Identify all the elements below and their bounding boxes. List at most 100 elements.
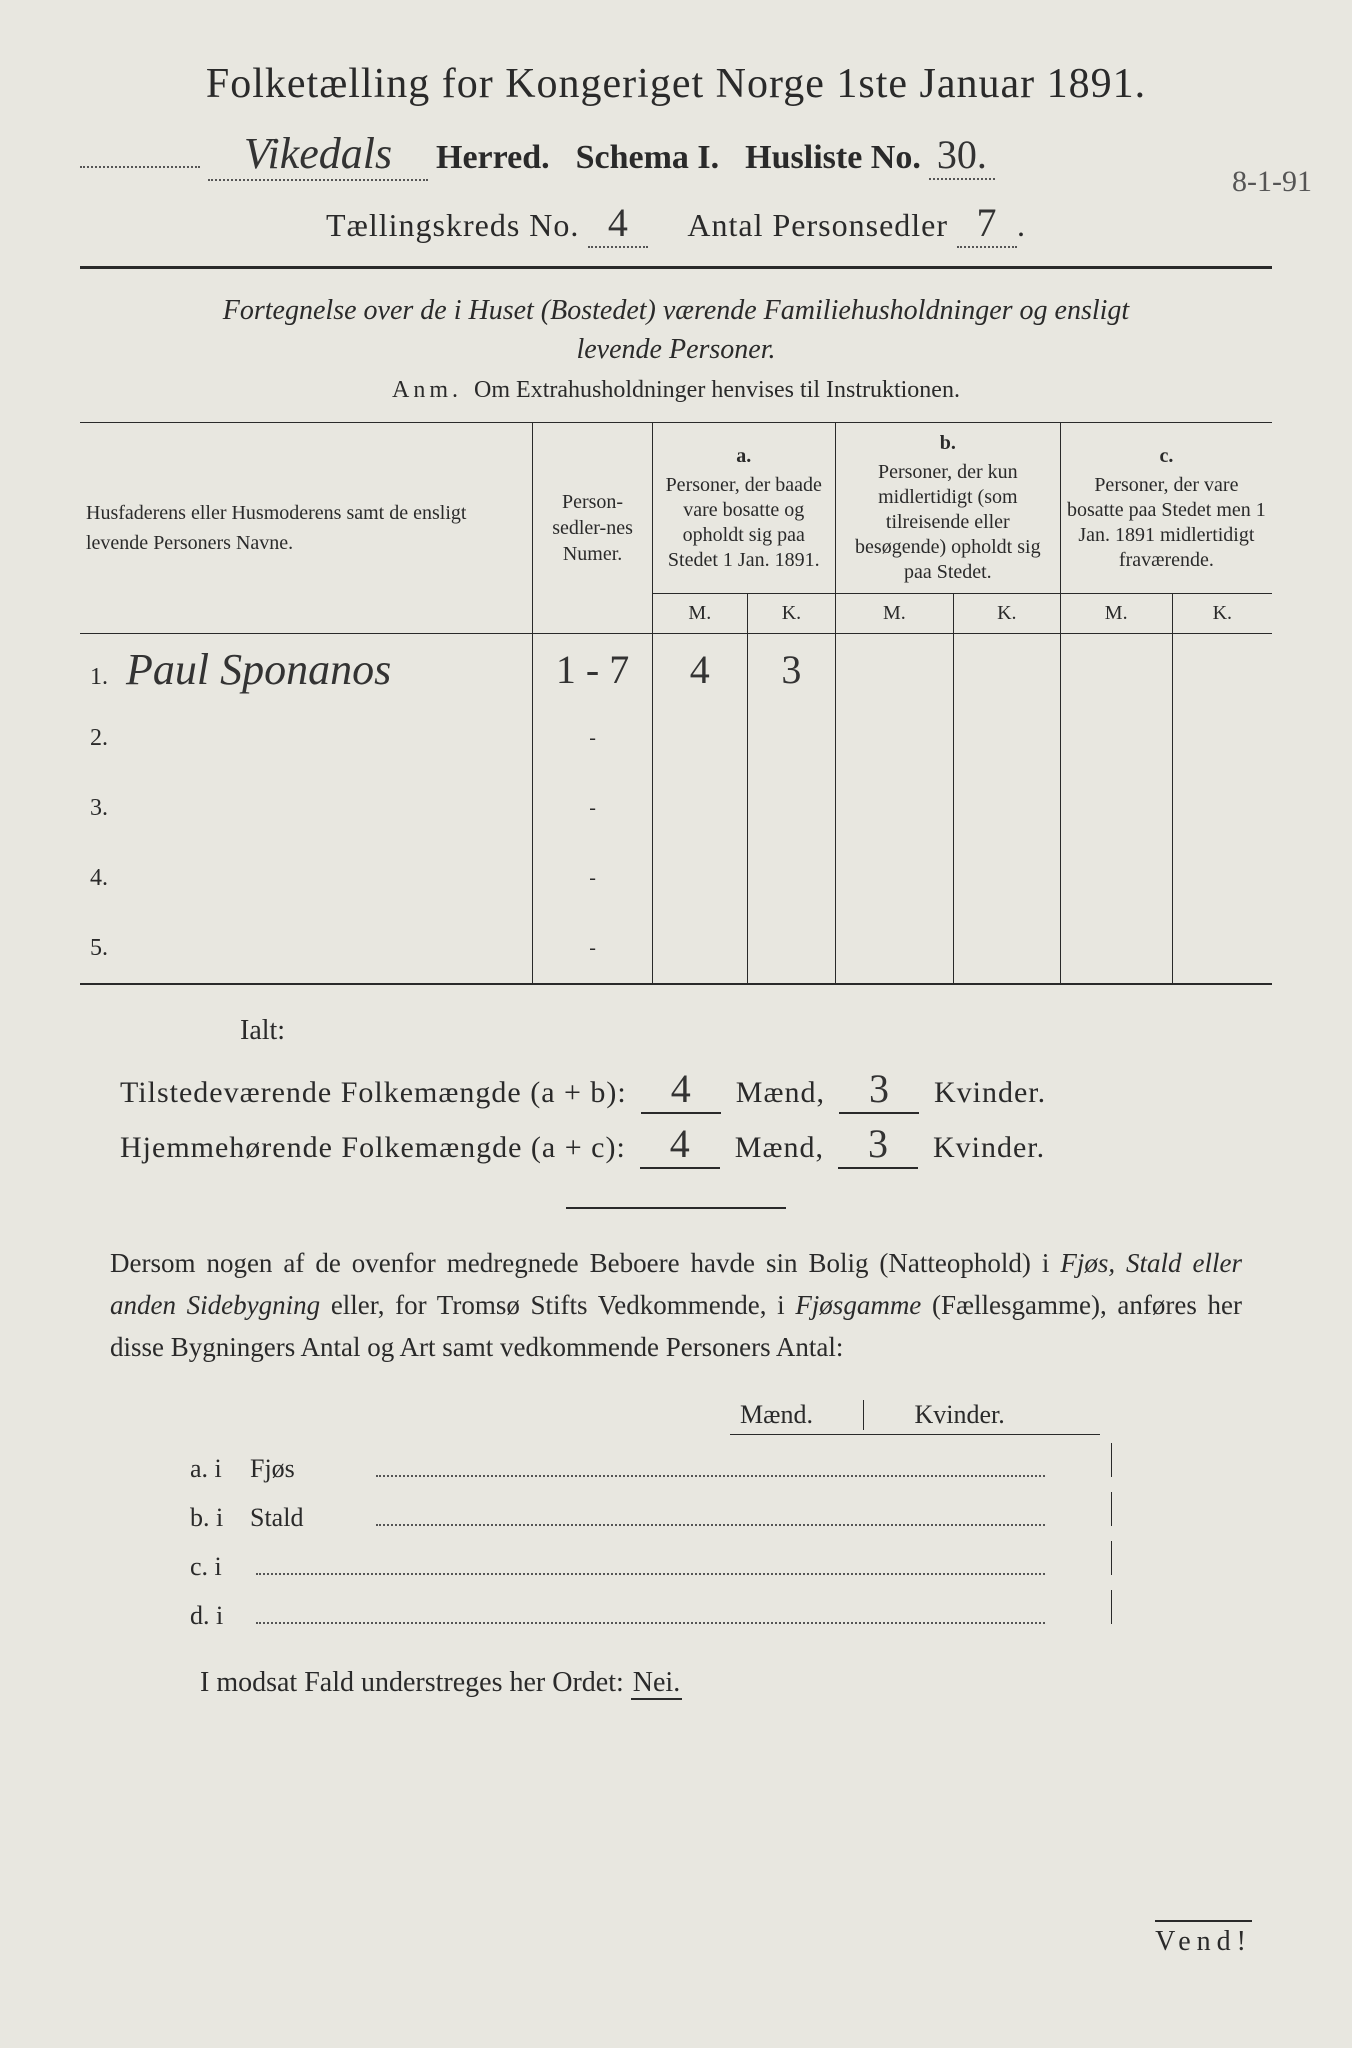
bldg-kvinder: Kvinder.: [914, 1400, 1004, 1430]
col-a: a. Personer, der baade vare bosatte og o…: [652, 423, 835, 594]
para-t1: Dersom nogen af de ovenfor medregnede Be…: [110, 1248, 1060, 1278]
row-name: Paul Sponanos: [126, 645, 391, 694]
resident-k: 3: [838, 1120, 918, 1169]
handwritten-date: 8-1-91: [1232, 165, 1312, 199]
table-row: 3. -: [80, 774, 1272, 844]
outbuilding-table: Mænd. Kvinder. a. i Fjøs b. i Stald c. i…: [190, 1396, 1232, 1631]
row-numer: -: [533, 774, 652, 844]
maend-label-2: Mænd,: [735, 1131, 824, 1164]
resident-label: Hjemmehørende Folkemængde (a + c):: [120, 1131, 626, 1164]
resident-population-line: Hjemmehørende Folkemængde (a + c): 4 Mæn…: [120, 1120, 1272, 1169]
census-form-page: Folketælling for Kongeriget Norge 1ste J…: [80, 60, 1272, 1699]
b-text: Personer, der kun midlertidigt (som tilr…: [855, 461, 1041, 583]
bldg-row-c: c. i: [190, 1541, 1232, 1582]
b-k: K.: [953, 594, 1060, 634]
row-am: 4: [690, 647, 710, 692]
para-t2: eller, for Tromsø Stifts Vedkommende, i: [320, 1290, 795, 1320]
row-numer: -: [533, 844, 652, 914]
vline: [1111, 1541, 1113, 1575]
bldg-lbl: d. i: [190, 1601, 250, 1631]
antal-no: 7: [957, 199, 1017, 248]
husliste-label: Husliste No.: [745, 139, 921, 177]
dots: [256, 1567, 1045, 1575]
b-m: M.: [835, 594, 953, 634]
a-label: a.: [659, 444, 829, 469]
col-c: c. Personer, der vare bosatte paa Stedet…: [1060, 423, 1272, 594]
c-text: Personer, der vare bosatte paa Stedet me…: [1067, 474, 1266, 571]
row-cm: [1060, 634, 1172, 704]
kvinder-label: Kvinder.: [934, 1076, 1046, 1109]
a-k: K.: [747, 594, 835, 634]
b-label: b.: [842, 431, 1054, 456]
table-row: 1. Paul Sponanos 1 - 7 4 3: [80, 634, 1272, 704]
row-numer: -: [533, 914, 652, 984]
household-table: Husfaderens eller Husmoderens samt de en…: [80, 422, 1272, 985]
row-ak: 3: [781, 647, 801, 692]
divider: [80, 266, 1272, 269]
maend-label: Mænd,: [736, 1076, 825, 1109]
row-bm: [835, 634, 953, 704]
vline: [1111, 1590, 1113, 1624]
resident-m: 4: [640, 1120, 720, 1169]
anm-line: Anm. Om Extrahusholdninger henvises til …: [80, 377, 1272, 404]
dotted-leader: [80, 148, 200, 168]
col-numer: Person-sedler-nes Numer.: [533, 423, 652, 634]
nei-line: I modsat Fald understreges her Ordet: Ne…: [200, 1667, 1272, 1699]
bldg-type: Stald: [250, 1503, 370, 1533]
c-m: M.: [1060, 594, 1172, 634]
subtitle-line1: Fortegnelse over de i Huset (Bostedet) v…: [223, 295, 1129, 326]
row-num: 4.: [90, 865, 108, 891]
antal-label: Antal Personsedler: [687, 207, 948, 243]
husliste-no: 30.: [929, 131, 995, 180]
kvinder-label-2: Kvinder.: [933, 1131, 1045, 1164]
dots: [376, 1518, 1045, 1526]
row-numer: 1 - 7: [556, 647, 629, 692]
vline: [1111, 1492, 1113, 1526]
table-row: 5. -: [80, 914, 1272, 984]
ialt-label: Ialt:: [240, 1015, 1272, 1047]
anm-label: Anm.: [392, 377, 462, 403]
herred-label: Herred.: [436, 139, 550, 177]
a-text: Personer, der baade vare bosatte og opho…: [666, 474, 822, 571]
outbuilding-para: Dersom nogen af de ovenfor medregnede Be…: [110, 1243, 1242, 1369]
row-num: 1.: [90, 664, 108, 690]
bldg-row-d: d. i: [190, 1590, 1232, 1631]
herred-value: Vikedals: [208, 128, 428, 181]
anm-text: Om Extrahusholdninger henvises til Instr…: [474, 377, 960, 403]
bldg-maend: Mænd.: [740, 1400, 813, 1430]
c-label: c.: [1067, 444, 1266, 469]
a-m: M.: [652, 594, 747, 634]
row-ck: [1172, 634, 1272, 704]
present-m: 4: [641, 1065, 721, 1114]
present-label: Tilstedeværende Folkemængde (a + b):: [120, 1076, 627, 1109]
dots: [376, 1469, 1045, 1477]
subtitle: Fortegnelse over de i Huset (Bostedet) v…: [80, 291, 1272, 369]
bldg-header: Mænd. Kvinder.: [730, 1396, 1100, 1435]
bldg-lbl: c. i: [190, 1552, 250, 1582]
bldg-row-a: a. i Fjøs: [190, 1443, 1232, 1484]
row-bk: [953, 634, 1060, 704]
present-population-line: Tilstedeværende Folkemængde (a + b): 4 M…: [120, 1065, 1272, 1114]
bldg-lbl: b. i: [190, 1503, 250, 1533]
table-row: 4. -: [80, 844, 1272, 914]
para-it2: Fjøsgamme: [795, 1290, 921, 1320]
bldg-type: Fjøs: [250, 1454, 370, 1484]
vend-label: Vend!: [1155, 1920, 1252, 1958]
table-row: 2. -: [80, 704, 1272, 774]
row-num: 3.: [90, 795, 108, 821]
bldg-row-b: b. i Stald: [190, 1492, 1232, 1533]
subtitle-line2: levende Personer.: [576, 334, 775, 365]
dots: [256, 1616, 1045, 1624]
col-names: Husfaderens eller Husmoderens samt de en…: [80, 423, 533, 634]
bldg-lbl: a. i: [190, 1454, 250, 1484]
kreds-line: Tællingskreds No. 4 Antal Personsedler 7…: [80, 199, 1272, 248]
mid-divider: [566, 1207, 786, 1209]
kreds-label: Tællingskreds No.: [326, 207, 579, 243]
col-b: b. Personer, der kun midlertidigt (som t…: [835, 423, 1060, 594]
col1-text: Husfaderens eller Husmoderens samt de en…: [86, 502, 466, 554]
c-k: K.: [1172, 594, 1272, 634]
page-title: Folketælling for Kongeriget Norge 1ste J…: [80, 60, 1272, 108]
row-num: 2.: [90, 725, 108, 751]
row-numer: -: [533, 704, 652, 774]
nei-word: Nei.: [631, 1667, 682, 1700]
